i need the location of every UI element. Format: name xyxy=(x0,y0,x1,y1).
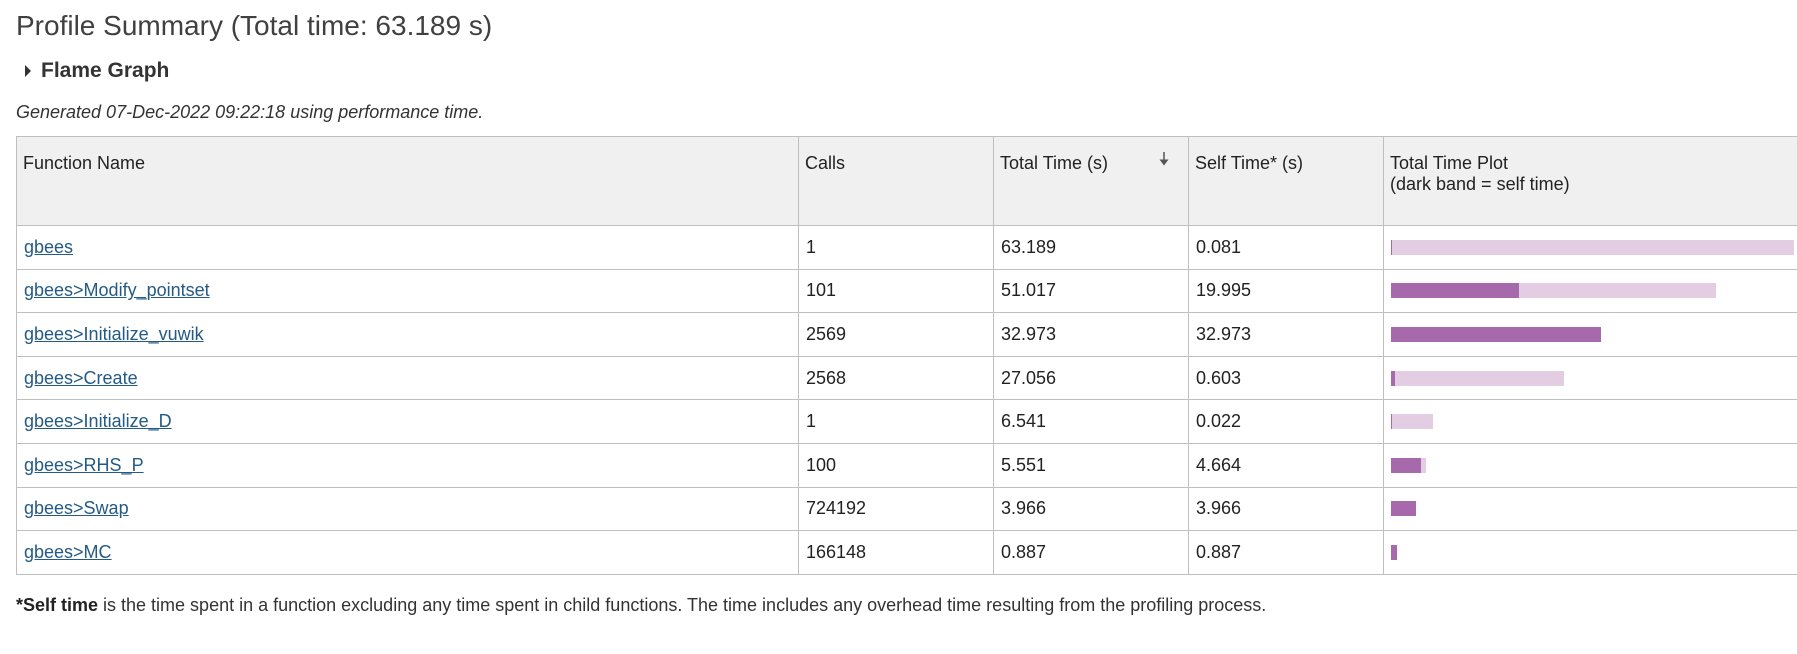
table-row: gbees>RHS_P 100 5.551 4.664 xyxy=(16,442,1797,488)
self-time-bar xyxy=(1391,239,1392,255)
cell-function-name: gbees>Initialize_vuwik xyxy=(16,312,799,357)
footnote: *Self time is the time spent in a functi… xyxy=(16,595,1781,616)
cell-total-time: 32.973 xyxy=(993,312,1189,357)
cell-total-time-plot xyxy=(1383,268,1797,314)
cell-total-time: 6.541 xyxy=(993,399,1189,444)
cell-calls: 2568 xyxy=(798,355,994,401)
cell-total-time: 63.189 xyxy=(993,225,1189,270)
cell-self-time: 0.887 xyxy=(1188,530,1384,575)
total-time-bar xyxy=(1391,414,1433,430)
cell-total-time-plot xyxy=(1383,312,1797,357)
cell-total-time-plot xyxy=(1383,399,1797,444)
total-time-bar xyxy=(1391,239,1794,255)
cell-self-time: 0.022 xyxy=(1188,399,1384,444)
cell-function-name: gbees>Modify_pointset xyxy=(16,268,799,314)
cell-calls: 1 xyxy=(798,225,994,270)
function-link[interactable]: gbees>Initialize_D xyxy=(24,411,172,432)
cell-function-name: gbees>Create xyxy=(16,355,799,401)
time-bar xyxy=(1391,544,1794,560)
footnote-text: is the time spent in a function excludin… xyxy=(98,594,1267,615)
cell-self-time: 32.973 xyxy=(1188,312,1384,357)
self-time-bar xyxy=(1391,283,1519,299)
time-bar xyxy=(1391,457,1794,473)
self-time-bar xyxy=(1391,544,1397,560)
table-row: gbees 1 63.189 0.081 xyxy=(16,225,1797,270)
cell-total-time: 5.551 xyxy=(993,442,1189,488)
cell-function-name: gbees>MC xyxy=(16,530,799,575)
table-row: gbees>Initialize_D 1 6.541 0.022 xyxy=(16,399,1797,444)
cell-self-time: 0.603 xyxy=(1188,355,1384,401)
function-link[interactable]: gbees>RHS_P xyxy=(24,454,144,475)
table-row: gbees>MC 166148 0.887 0.887 xyxy=(16,530,1797,575)
header-function-name[interactable]: Function Name xyxy=(16,136,799,226)
table-header-row: Function Name Calls Total Time (s) Self … xyxy=(16,136,1797,226)
total-time-bar xyxy=(1391,370,1564,386)
cell-function-name: gbees>Initialize_D xyxy=(16,399,799,444)
cell-total-time: 51.017 xyxy=(993,268,1189,314)
time-bar xyxy=(1391,370,1794,386)
cell-calls: 2569 xyxy=(798,312,994,357)
time-bar xyxy=(1391,239,1794,255)
table-row: gbees>Create 2568 27.056 0.603 xyxy=(16,355,1797,401)
function-link[interactable]: gbees>Swap xyxy=(24,498,129,519)
flame-graph-label: Flame Graph xyxy=(41,59,170,82)
cell-total-time-plot xyxy=(1383,225,1797,270)
time-bar xyxy=(1391,501,1794,517)
function-link[interactable]: gbees>Initialize_vuwik xyxy=(24,323,204,344)
self-time-bar xyxy=(1391,370,1395,386)
cell-calls: 1 xyxy=(798,399,994,444)
function-link[interactable]: gbees>Create xyxy=(24,367,138,388)
cell-total-time: 27.056 xyxy=(993,355,1189,401)
cell-function-name: gbees xyxy=(16,225,799,270)
cell-total-time: 3.966 xyxy=(993,486,1189,532)
time-bar xyxy=(1391,414,1794,430)
cell-calls: 101 xyxy=(798,268,994,314)
self-time-bar xyxy=(1391,326,1602,342)
cell-function-name: gbees>Swap xyxy=(16,486,799,532)
flame-graph-toggle[interactable]: Flame Graph xyxy=(16,58,1781,84)
cell-calls: 100 xyxy=(798,442,994,488)
cell-self-time: 4.664 xyxy=(1188,442,1384,488)
cell-total-time: 0.887 xyxy=(993,530,1189,575)
header-total-time-plot: Total Time Plot (dark band = self time) xyxy=(1383,136,1797,226)
cell-total-time-plot xyxy=(1383,486,1797,532)
cell-total-time-plot xyxy=(1383,530,1797,575)
footnote-bold: *Self time xyxy=(16,594,99,615)
table-row: gbees>Initialize_vuwik 2569 32.973 32.973 xyxy=(16,312,1797,357)
cell-self-time: 19.995 xyxy=(1188,268,1384,314)
function-link[interactable]: gbees>Modify_pointset xyxy=(24,280,210,301)
time-bar xyxy=(1391,283,1794,299)
profile-table: Function Name Calls Total Time (s) Self … xyxy=(16,136,1797,575)
function-link[interactable]: gbees>MC xyxy=(24,541,112,562)
sort-descending-icon xyxy=(1159,152,1169,166)
function-link[interactable]: gbees xyxy=(24,236,74,257)
caret-right-icon xyxy=(25,65,31,77)
header-calls[interactable]: Calls xyxy=(798,136,994,226)
cell-calls: 166148 xyxy=(798,530,994,575)
header-total-time[interactable]: Total Time (s) xyxy=(993,136,1189,226)
cell-calls: 724192 xyxy=(798,486,994,532)
header-self-time[interactable]: Self Time* (s) xyxy=(1188,136,1384,226)
cell-function-name: gbees>RHS_P xyxy=(16,442,799,488)
cell-self-time: 0.081 xyxy=(1188,225,1384,270)
table-row: gbees>Swap 724192 3.966 3.966 xyxy=(16,486,1797,532)
cell-total-time-plot xyxy=(1383,442,1797,488)
page-title: Profile Summary (Total time: 63.189 s) xyxy=(16,10,493,41)
time-bar xyxy=(1391,326,1794,342)
generated-info: Generated 07-Dec-2022 09:22:18 using per… xyxy=(16,102,484,122)
self-time-bar xyxy=(1391,457,1421,473)
table-row: gbees>Modify_pointset 101 51.017 19.995 xyxy=(16,268,1797,314)
cell-self-time: 3.966 xyxy=(1188,486,1384,532)
cell-total-time-plot xyxy=(1383,355,1797,401)
self-time-bar xyxy=(1391,501,1417,517)
